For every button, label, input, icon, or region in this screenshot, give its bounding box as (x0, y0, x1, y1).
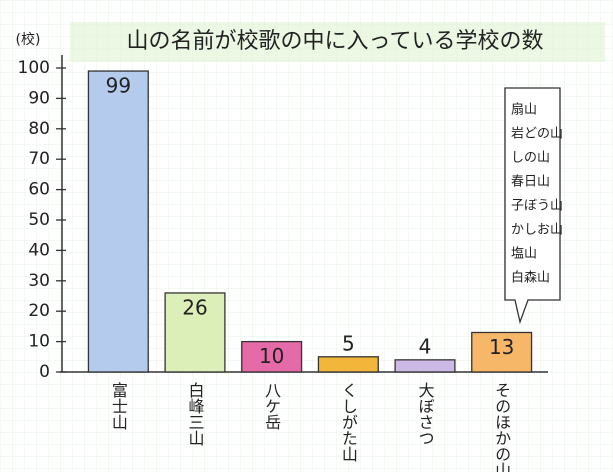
value-label: 99 (106, 74, 131, 98)
annotation-item: しの山 (511, 151, 550, 166)
value-label: 10 (259, 344, 284, 368)
bar (471, 331, 533, 373)
y-tick-label: 60 (28, 180, 50, 200)
x-tick-label: 八ケ岳 (262, 382, 281, 430)
y-tick-label: 50 (28, 210, 50, 230)
value-label: 4 (419, 334, 432, 358)
y-tick-label: 20 (28, 301, 50, 321)
x-tick-label: 白峰三山 (186, 382, 205, 446)
value-label: 26 (182, 295, 207, 319)
y-axis-label: (校) (16, 31, 41, 48)
chart-title: 山の名前が校歌の中に入っている学校の数 (127, 29, 544, 54)
bar (164, 292, 226, 373)
annotation-item: 塩山 (511, 247, 537, 262)
annotation-item: 子ぼう山 (511, 199, 563, 214)
annotation-item: 春日山 (511, 175, 550, 190)
y-tick-label: 10 (28, 332, 50, 352)
annotation-item: 扇山 (511, 102, 537, 118)
y-tick-label: 0 (39, 362, 50, 382)
annotation-item: 岩どの山 (511, 127, 563, 142)
bar (394, 359, 456, 373)
bar (87, 70, 149, 373)
callout-box (504, 87, 561, 325)
x-tick-label: 富士山 (109, 382, 128, 430)
value-label: 13 (489, 335, 514, 359)
y-tick-label: 30 (28, 271, 50, 291)
y-tick-label: 70 (28, 149, 50, 169)
annotation-item: 白森山 (511, 270, 550, 286)
x-tick-label: 大ぼさつ (416, 382, 435, 446)
bar (317, 356, 379, 373)
y-tick-label: 100 (18, 58, 50, 78)
y-tick-label: 80 (28, 119, 50, 139)
x-tick-label: くしがた山 (339, 382, 358, 462)
annotation-item: かしお山 (511, 223, 563, 238)
bar (241, 340, 303, 373)
title-band (70, 22, 605, 62)
value-label: 5 (342, 331, 355, 355)
y-tick-label: 90 (28, 88, 50, 108)
y-tick-label: 40 (28, 240, 50, 260)
x-tick-label: そのほかの山 (492, 382, 511, 472)
